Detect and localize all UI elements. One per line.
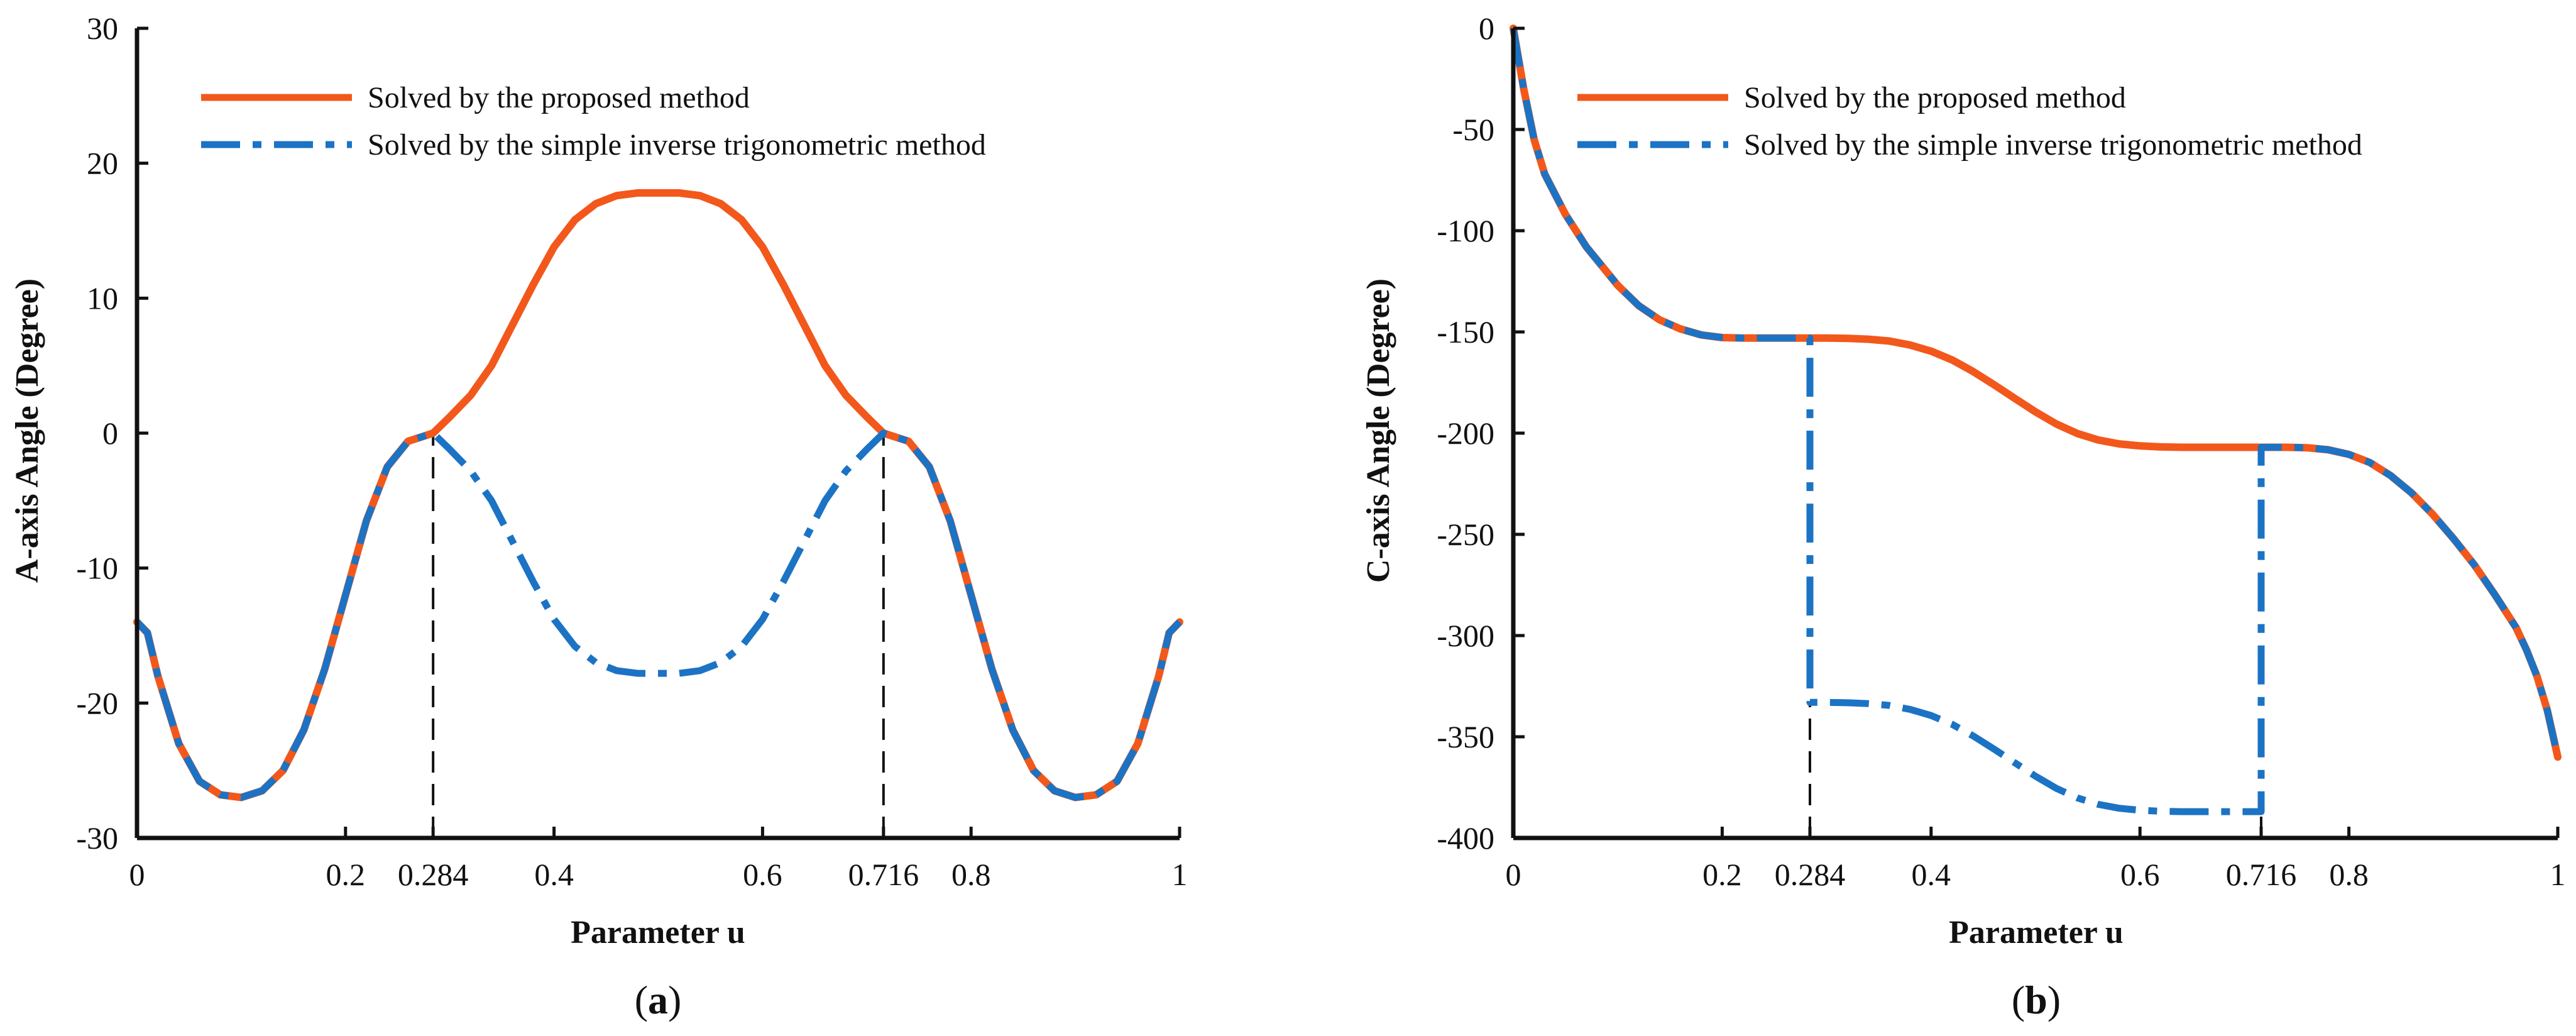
panel-a-series-group xyxy=(133,189,1183,802)
panel-b-x-axis-title: Parameter u xyxy=(1949,915,2124,951)
panel-b-x-tick-label: 0.8 xyxy=(2329,857,2369,892)
panel-a-series-proposed-line xyxy=(133,189,1183,802)
panel-b-y-tick-label: -50 xyxy=(1452,112,1494,147)
panel-b-x-tick-label: 0.284 xyxy=(1775,857,1846,892)
panel-a-y-tick-label: -20 xyxy=(76,685,118,720)
panel-a-x-tick-label: 0.8 xyxy=(951,857,991,892)
panel-a-chart: 0 0.2 0.284 0.4 0.6 0.716 0.8 1 -30 -20 -10 0 10 20 30… xyxy=(9,11,1188,1022)
panel-a-x-tick-label: 1 xyxy=(1172,857,1188,892)
panel-a-x-tick-label: 0.2 xyxy=(326,857,366,892)
panel-a-label-letter: a xyxy=(648,978,668,1022)
panel-a-x-axis-title: Parameter u xyxy=(571,915,745,951)
panel-b-guide-lines xyxy=(1809,702,2262,838)
panel-b-label: (b) xyxy=(2012,978,2061,1022)
panel-a-y-tick-label: -30 xyxy=(76,820,118,856)
panel-b-series-simple-line xyxy=(1510,28,2562,815)
panel-b-tick-labels: 0 0.2 0.284 0.4 0.6 0.716 0.8 1 -400 -350 -300 -250… xyxy=(1437,11,2565,892)
panel-a-x-tick-label: 0.6 xyxy=(743,857,782,892)
panel-b-x-tick-label: 0.6 xyxy=(2120,857,2160,892)
panel-a-y-tick-label: -10 xyxy=(76,551,118,586)
panel-a-y-tick-label: 0 xyxy=(102,416,118,451)
panel-b-label-letter: b xyxy=(2025,978,2047,1022)
panel-a-x-tick-label: 0 xyxy=(129,857,145,892)
panel-b-x-tick-label: 0 xyxy=(1506,857,1521,892)
panel-b-x-tick-label: 0.4 xyxy=(1912,857,1951,892)
panel-a-axes xyxy=(134,26,1181,840)
panel-b-axes xyxy=(1511,26,2560,840)
panel-a-guide-lines xyxy=(432,433,885,838)
panel-a-y-tick-label: 30 xyxy=(87,11,118,46)
panel-b-x-tick-label: 0.716 xyxy=(2226,857,2297,892)
panel-b-legend: Solved by the proposed method Solved by … xyxy=(1577,81,2362,162)
panel-b-y-tick-label: -250 xyxy=(1437,517,1494,552)
panel-a-x-tick-label: 0.716 xyxy=(848,857,919,892)
panel-b-series-group xyxy=(1510,25,2562,815)
panel-a-label: (a) xyxy=(635,978,682,1022)
panel-a-legend-label-proposed: Solved by the proposed method xyxy=(368,81,750,114)
panel-b-y-tick-label: -100 xyxy=(1437,213,1494,248)
panel-b-x-tick-label: 0.2 xyxy=(1702,857,1742,892)
panel-a-y-axis-title: A-axis Angle (Degree) xyxy=(9,278,45,583)
panel-b-series-proposed-line xyxy=(1510,25,2562,761)
panel-a-y-tick-label: 20 xyxy=(87,146,118,181)
panel-a-x-tick-label: 0.284 xyxy=(398,857,469,892)
panel-b-legend-label-simple: Solved by the simple inverse trigonometr… xyxy=(1744,128,2362,162)
panel-b-x-tick-label: 1 xyxy=(2550,857,2566,892)
panel-b-y-tick-label: 0 xyxy=(1479,11,1494,46)
panel-b-legend-label-proposed: Solved by the proposed method xyxy=(1744,81,2126,114)
panel-b-y-tick-label: -200 xyxy=(1437,416,1494,451)
panel-a-series-simple-line xyxy=(134,429,1182,802)
panel-b-y-tick-label: -400 xyxy=(1437,820,1494,856)
panel-a-legend: Solved by the proposed method Solved by … xyxy=(201,81,986,162)
panel-b-y-tick-label: -150 xyxy=(1437,314,1494,350)
panel-a-x-tick-label: 0.4 xyxy=(534,857,574,892)
panel-a-tick-labels: 0 0.2 0.284 0.4 0.6 0.716 0.8 1 -30 -20 -10 0 10 20 30 xyxy=(76,11,1187,892)
panel-a-y-tick-label: 10 xyxy=(87,280,118,316)
panel-a-legend-label-simple: Solved by the simple inverse trigonometr… xyxy=(368,128,986,162)
panel-b-y-tick-label: -350 xyxy=(1437,719,1494,754)
panel-b-chart: 0 0.2 0.284 0.4 0.6 0.716 0.8 1 -400 -350 -300 -250… xyxy=(1361,11,2566,1022)
panel-b-y-axis-title: C-axis Angle (Degree) xyxy=(1361,278,1396,583)
panel-b-y-tick-label: -300 xyxy=(1437,618,1494,653)
